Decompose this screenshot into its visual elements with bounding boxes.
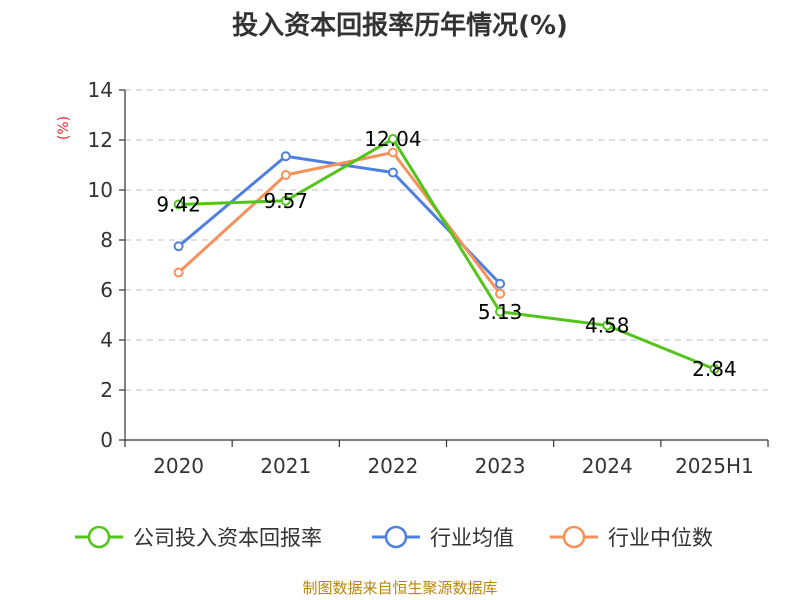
data-label: 5.13 (478, 300, 523, 324)
y-tick-label: 10 (88, 178, 113, 202)
series-line (177, 151, 502, 295)
series-point (173, 267, 184, 278)
y-tick-label: 0 (100, 428, 113, 452)
legend-circle-icon (384, 525, 408, 549)
legend-item[interactable]: 公司投入资本回报率 (75, 525, 322, 550)
x-tick-label: 2025H1 (675, 454, 754, 478)
data-labels: 9.42 9.57 12.04 5.13 4.58 2.84 (156, 127, 736, 381)
series-point (280, 151, 291, 162)
axes: 0 2 4 6 8 10 12 14 2020 2021 2022 2023 2024 2025H1 (88, 78, 769, 478)
data-label: 9.42 (156, 193, 201, 217)
legend-label: 行业中位数 (608, 526, 713, 550)
chart-title: 投入资本回报率历年情况(%) (232, 10, 568, 41)
y-tick-label: 12 (88, 128, 113, 152)
legend-item[interactable]: 行业中位数 (550, 525, 713, 550)
series-point (495, 306, 506, 317)
source-note: 制图数据来自恒生聚源数据库 (302, 579, 497, 597)
series-point (495, 288, 506, 299)
data-label: 9.57 (263, 189, 308, 213)
y-tick-label: 4 (100, 328, 113, 352)
series-line (178, 137, 715, 371)
series-point (280, 195, 291, 206)
series-point (387, 147, 398, 158)
x-tick-label: 2021 (260, 454, 311, 478)
y-axis-label: (%) (56, 116, 72, 140)
y-tick-label: 6 (100, 278, 113, 302)
y-tick-label: 8 (100, 228, 113, 252)
legend[interactable]: 公司投入资本回报率 行业均值 行业中位数 (75, 525, 713, 550)
data-label: 12.04 (364, 127, 421, 151)
series-point (602, 320, 613, 331)
x-tick-label: 2023 (475, 454, 526, 478)
x-tick-label: 2020 (153, 454, 204, 478)
series-point (709, 364, 720, 374)
legend-circle-icon (87, 525, 111, 549)
series-point (173, 199, 184, 210)
x-tick-label: 2024 (582, 454, 633, 478)
data-label: 4.58 (585, 314, 630, 338)
series-point (387, 167, 398, 178)
legend-label: 行业均值 (430, 526, 514, 550)
y-tick-label: 14 (88, 78, 113, 102)
series-point (280, 170, 291, 180)
legend-label: 公司投入资本回报率 (133, 526, 322, 550)
series-point (387, 134, 398, 144)
series-point (495, 278, 506, 289)
data-label: 2.84 (692, 357, 737, 381)
legend-item[interactable]: 行业均值 (372, 525, 514, 550)
gridlines (125, 89, 768, 391)
x-tick-label: 2022 (367, 454, 418, 478)
series-group (173, 134, 720, 374)
legend-circle-icon (562, 525, 586, 549)
series-point (173, 241, 184, 252)
y-tick-label: 2 (100, 378, 113, 402)
series-line (177, 154, 502, 285)
